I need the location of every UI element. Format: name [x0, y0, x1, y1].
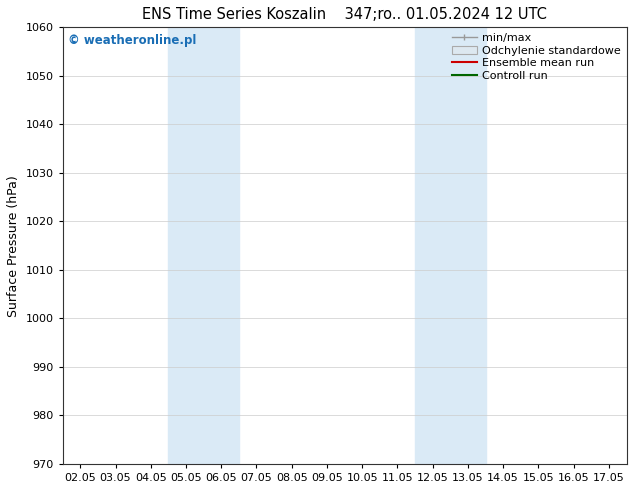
Y-axis label: Surface Pressure (hPa): Surface Pressure (hPa): [7, 175, 20, 317]
Title: ENS Time Series Koszalin    347;ro.. 01.05.2024 12 UTC: ENS Time Series Koszalin 347;ro.. 01.05.…: [142, 7, 547, 22]
Legend: min/max, Odchylenie standardowe, Ensemble mean run, Controll run: min/max, Odchylenie standardowe, Ensembl…: [450, 30, 623, 83]
Bar: [415, 27, 486, 464]
Text: © weatheronline.pl: © weatheronline.pl: [68, 34, 197, 47]
Bar: [169, 27, 239, 464]
